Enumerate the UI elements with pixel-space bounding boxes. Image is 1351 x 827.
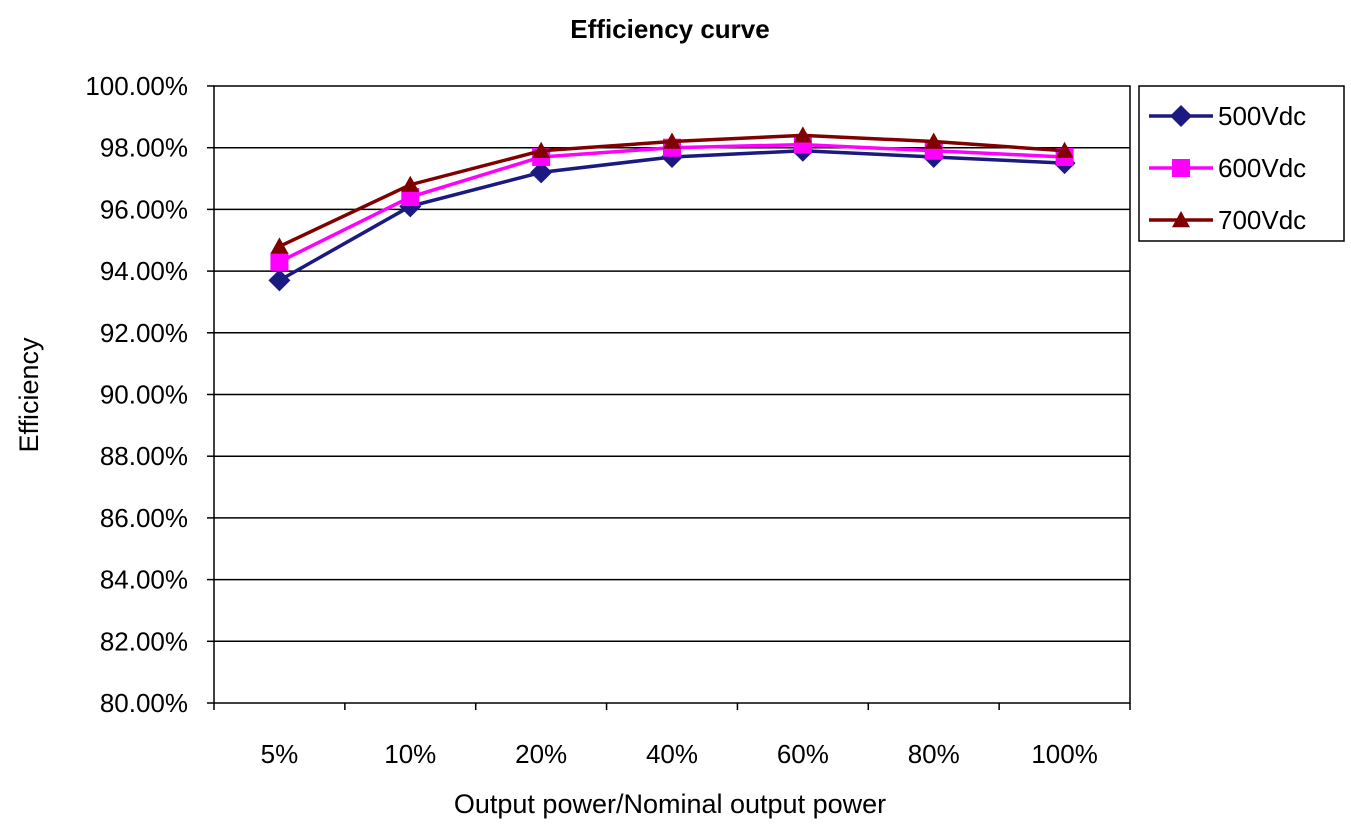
y-tick-label: 86.00% bbox=[100, 503, 188, 533]
x-tick-label: 60% bbox=[777, 739, 829, 769]
y-tick-label: 84.00% bbox=[100, 565, 188, 595]
y-tick-labels: 80.00% 82.00% 84.00% 86.00% 88.00% 90.00% 92.0… bbox=[85, 71, 188, 718]
x-tick-label: 100% bbox=[1031, 739, 1098, 769]
x-axis-label: Output power/Nominal output power bbox=[454, 789, 886, 819]
y-tick-label: 94.00% bbox=[100, 256, 188, 286]
legend: 500Vdc 600Vdc 700Vdc bbox=[1138, 85, 1345, 242]
series-layer bbox=[268, 126, 1076, 292]
legend-label: 700Vdc bbox=[1218, 205, 1306, 235]
data-point bbox=[401, 188, 420, 207]
legend-marker bbox=[1172, 211, 1190, 228]
x-tick-label: 80% bbox=[908, 739, 960, 769]
y-tick-label: 88.00% bbox=[100, 441, 188, 471]
series-700Vdc bbox=[270, 126, 1074, 254]
y-tick-label: 96.00% bbox=[100, 194, 188, 224]
x-tick-label: 20% bbox=[515, 739, 567, 769]
data-point bbox=[401, 175, 420, 192]
y-tick-label: 82.00% bbox=[100, 626, 188, 656]
chart-title: Efficiency curve bbox=[570, 14, 769, 44]
data-point bbox=[924, 132, 943, 149]
y-tick-label: 100.00% bbox=[85, 71, 188, 101]
data-point bbox=[532, 141, 551, 158]
data-point bbox=[270, 252, 289, 271]
data-point bbox=[1055, 141, 1074, 158]
data-point bbox=[530, 161, 553, 184]
legend-marker bbox=[1172, 159, 1190, 177]
x-tick-label: 40% bbox=[646, 739, 698, 769]
legend-label: 500Vdc bbox=[1218, 101, 1306, 131]
data-point bbox=[270, 237, 289, 254]
y-axis-label: Efficiency bbox=[14, 337, 44, 453]
x-tick-label: 5% bbox=[261, 739, 299, 769]
y-tick-label: 92.00% bbox=[100, 318, 188, 348]
legend-label: 600Vdc bbox=[1218, 153, 1306, 183]
data-point bbox=[268, 269, 291, 292]
y-tick-label: 90.00% bbox=[100, 380, 188, 410]
y-tick-label: 98.00% bbox=[100, 133, 188, 163]
data-point bbox=[663, 132, 681, 149]
data-point bbox=[793, 126, 812, 143]
x-tick-label: 10% bbox=[384, 739, 436, 769]
x-tick-labels: 5% 10% 20% 40% 60% 80% 100% bbox=[261, 739, 1098, 769]
legend-marker bbox=[1170, 105, 1192, 127]
y-tick-label: 80.00% bbox=[100, 688, 188, 718]
